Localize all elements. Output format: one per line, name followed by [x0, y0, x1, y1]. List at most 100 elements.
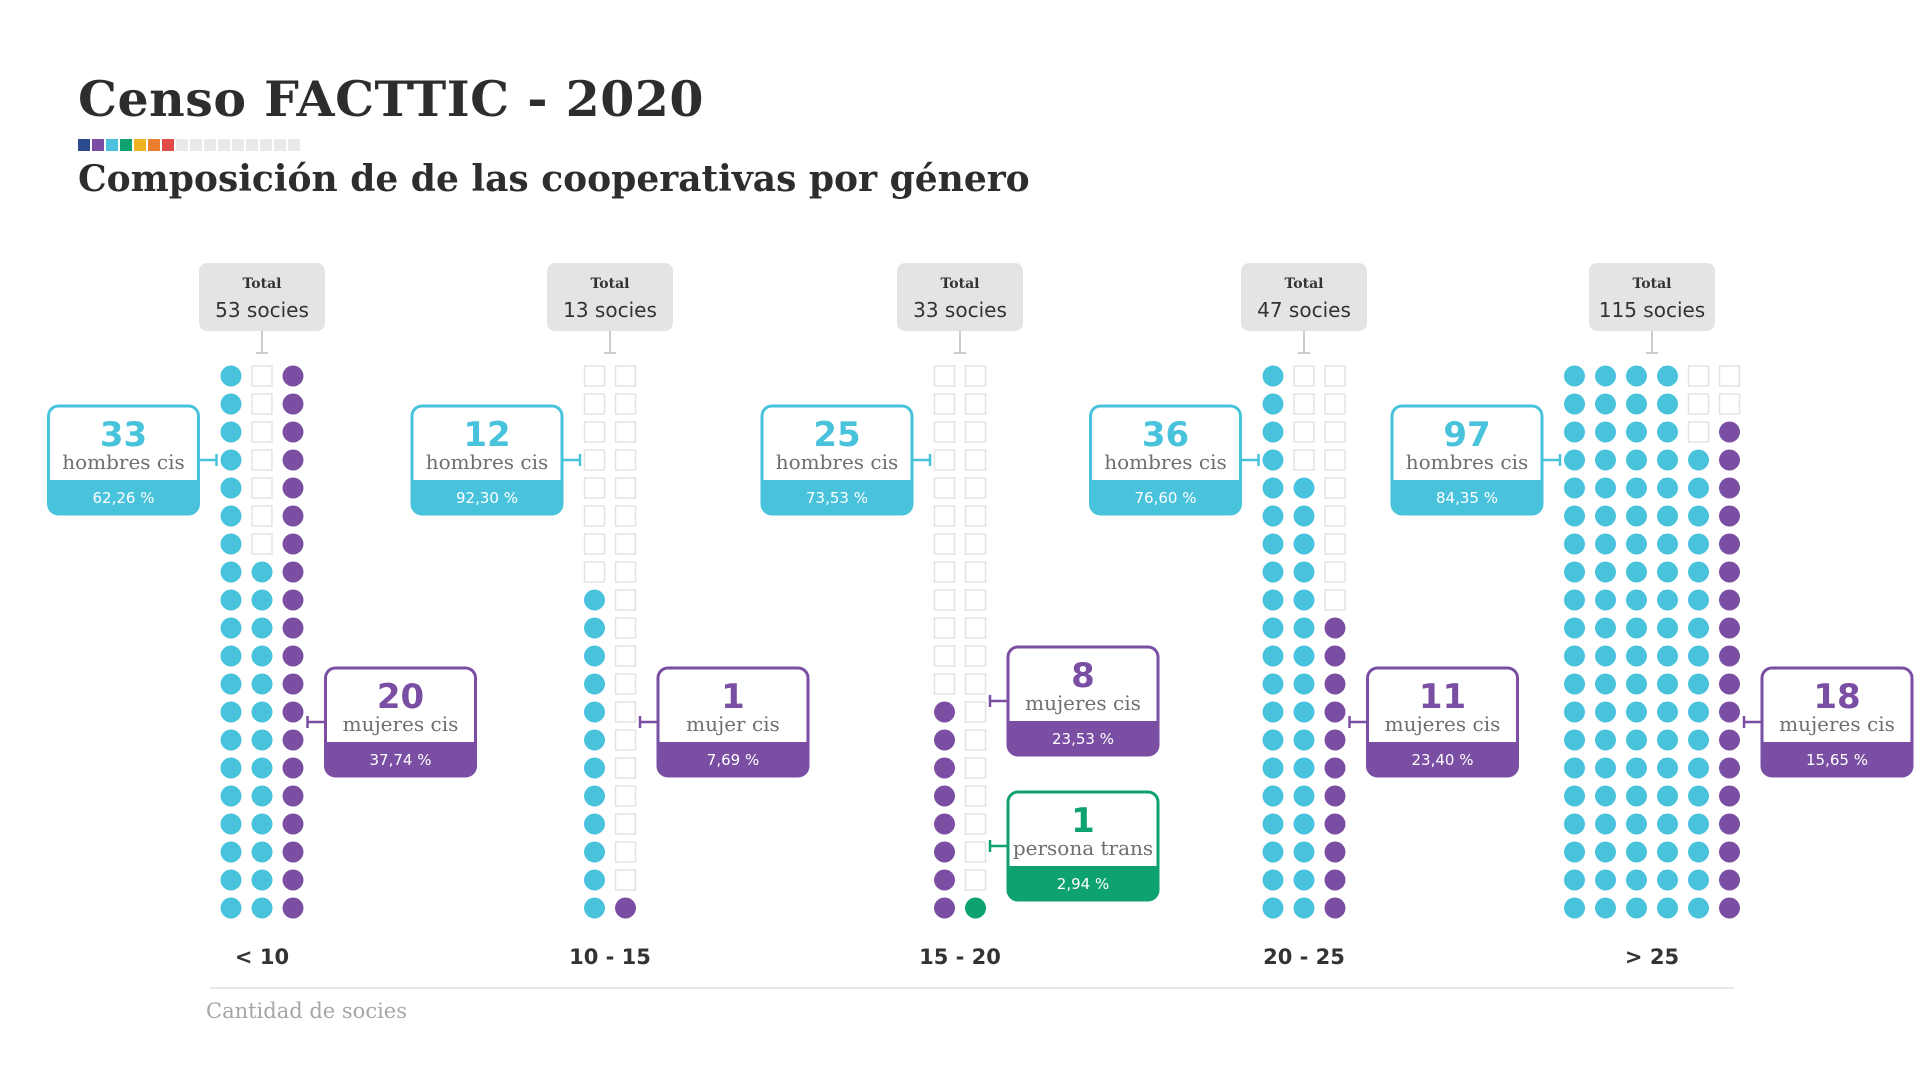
waffle-dot-hombres — [1564, 421, 1585, 443]
waffle-dot-hombres — [251, 813, 273, 835]
label-count: 11 — [1419, 677, 1466, 717]
label-text: mujeres cis — [1025, 691, 1141, 715]
waffle-dot-hombres — [1595, 589, 1616, 611]
waffle-empty-cell — [933, 533, 956, 555]
label-text: hombres cis — [1406, 450, 1529, 474]
waffle-dot-hombres — [1293, 729, 1315, 751]
waffle-dot-hombres — [1688, 701, 1709, 723]
waffle-dot-hombres — [1657, 561, 1678, 583]
waffle-dot-hombres — [220, 673, 242, 695]
label-percent: 15,65 % — [1806, 751, 1868, 769]
waffle-dot-hombres — [1626, 757, 1647, 779]
waffle-dot-hombres — [220, 505, 242, 527]
waffle-dot-mujeres — [282, 897, 304, 919]
total-value: 47 socies — [1257, 298, 1351, 322]
waffle-dot-hombres — [1293, 701, 1315, 723]
label-percent-band — [1392, 480, 1542, 514]
waffle-dot-hombres — [220, 589, 242, 611]
waffle-dot-mujeres — [282, 365, 304, 387]
waffle-dot-hombres — [251, 785, 273, 807]
waffle-dot-mujeres — [282, 561, 304, 583]
label-count: 1 — [1071, 801, 1095, 841]
waffle-dot-hombres — [1564, 533, 1585, 555]
waffle-dot-hombres — [584, 645, 605, 667]
waffle-dot-hombres — [1657, 617, 1678, 639]
waffle-dot-mujeres — [1719, 645, 1740, 667]
palette-swatch — [78, 139, 90, 151]
waffle-empty-cell — [1324, 561, 1346, 583]
waffle-dot-mujeres — [1719, 813, 1740, 835]
palette-swatch — [92, 139, 104, 151]
waffle-dot-mujeres — [934, 813, 955, 835]
waffle-dot-hombres — [220, 729, 242, 751]
waffle-dot-hombres — [1626, 869, 1647, 891]
waffle-empty-cell — [964, 617, 987, 639]
waffle-dot-hombres — [1293, 897, 1315, 919]
waffle-dot-hombres — [220, 757, 242, 779]
waffle-dot-hombres — [1657, 421, 1678, 443]
waffle-dot-hombres — [1626, 421, 1647, 443]
waffle-empty-cell — [251, 505, 273, 527]
waffle-dot-mujeres — [1324, 897, 1346, 919]
waffle-dot-hombres — [220, 841, 242, 863]
waffle-empty-cell — [964, 869, 987, 891]
waffle-dot-hombres — [1595, 449, 1616, 471]
waffle-empty-cell — [964, 505, 987, 527]
waffle-dot-mujeres — [1324, 813, 1346, 835]
waffle-dot-hombres — [1595, 421, 1616, 443]
waffle-dot-mujeres — [1719, 673, 1740, 695]
waffle-dot-hombres — [1595, 645, 1616, 667]
label-percent: 73,53 % — [806, 489, 868, 507]
waffle-dot-hombres — [584, 617, 605, 639]
label-count: 12 — [463, 415, 510, 455]
label-count: 97 — [1443, 415, 1490, 455]
total-value: 53 socies — [215, 298, 309, 322]
waffle-dot-hombres — [1657, 505, 1678, 527]
palette-swatch — [232, 139, 244, 151]
waffle-empty-cell — [1687, 365, 1710, 387]
waffle-dot-mujeres — [1324, 869, 1346, 891]
waffle-empty-cell — [964, 757, 987, 779]
waffle-dot-hombres — [1564, 617, 1585, 639]
waffle-dot-hombres — [251, 617, 273, 639]
waffle-dot-hombres — [1564, 393, 1585, 415]
total-box — [1589, 263, 1715, 331]
waffle-dot-hombres — [1262, 617, 1284, 639]
waffle-dot-hombres — [1626, 365, 1647, 387]
waffle-dot-hombres — [1657, 869, 1678, 891]
waffle-empty-cell — [614, 757, 637, 779]
waffle-dot-mujeres — [282, 729, 304, 751]
label-percent-band — [658, 742, 808, 776]
waffle-dot-hombres — [1595, 505, 1616, 527]
label-percent: 62,26 % — [93, 489, 155, 507]
waffle-empty-cell — [1718, 365, 1741, 387]
waffle-empty-cell — [1324, 477, 1346, 499]
waffle-dot-hombres — [1657, 673, 1678, 695]
waffle-dot-hombres — [1688, 869, 1709, 891]
waffle-dot-mujeres — [1719, 533, 1740, 555]
label-percent-band — [1008, 866, 1158, 900]
axis-note: Cantidad de socies — [206, 999, 407, 1023]
waffle-dot-mujeres — [934, 897, 955, 919]
category-label: < 10 — [235, 945, 289, 969]
waffle-dot-hombres — [1564, 785, 1585, 807]
waffle-dot-hombres — [220, 477, 242, 499]
waffle-dot-hombres — [1293, 785, 1315, 807]
waffle-empty-cell — [964, 561, 987, 583]
waffle-empty-cell — [614, 701, 637, 723]
waffle-dot-mujeres — [282, 673, 304, 695]
waffle-empty-cell — [964, 729, 987, 751]
waffle-dot-hombres — [1564, 477, 1585, 499]
waffle-dot-hombres — [220, 365, 242, 387]
waffle-empty-cell — [1324, 449, 1346, 471]
waffle-dot-hombres — [1262, 449, 1284, 471]
category-label: 15 - 20 — [919, 945, 1001, 969]
waffle-dot-hombres — [220, 869, 242, 891]
waffle-dot-hombres — [1595, 869, 1616, 891]
waffle-dot-hombres — [220, 561, 242, 583]
total-box — [199, 263, 325, 331]
waffle-dot-mujeres — [934, 701, 955, 723]
waffle-dot-hombres — [584, 897, 605, 919]
waffle-empty-cell — [964, 477, 987, 499]
